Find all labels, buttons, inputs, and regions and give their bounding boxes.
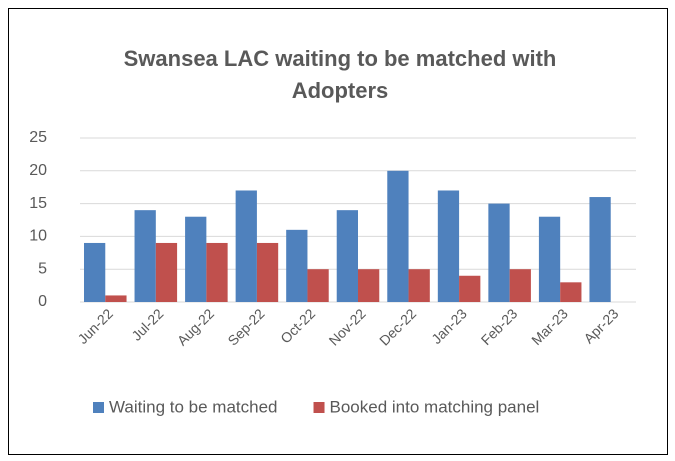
y-tick-label: 5 (38, 260, 47, 277)
bar (105, 295, 127, 302)
y-tick-label: 20 (29, 162, 47, 179)
bar (459, 275, 481, 302)
legend-swatch (93, 402, 104, 413)
bar (155, 242, 178, 302)
bar (589, 197, 611, 302)
bar (358, 269, 380, 302)
bar (206, 242, 228, 302)
bar (336, 210, 358, 302)
bar (307, 269, 329, 302)
y-tick-label: 0 (38, 293, 47, 310)
bar (387, 170, 409, 302)
bar (256, 242, 279, 302)
y-tick-label: 15 (29, 195, 47, 212)
bar (488, 203, 510, 302)
bar (185, 216, 207, 302)
bar (560, 282, 582, 302)
y-tick-label: 25 (29, 129, 47, 146)
legend-label: Booked into matching panel (330, 397, 540, 416)
legend-swatch (313, 402, 325, 413)
bar (538, 216, 561, 302)
bar (134, 210, 156, 302)
chart-title: Swansea LAC waiting to be matched with (124, 46, 557, 71)
legend-label: Waiting to be matched (109, 397, 278, 416)
bar (437, 190, 460, 302)
bar (84, 242, 106, 302)
chart-title: Adopters (292, 78, 389, 103)
bar (286, 229, 308, 302)
bar (509, 269, 531, 302)
bar (408, 269, 430, 302)
y-tick-label: 10 (29, 228, 47, 245)
bar (235, 190, 257, 302)
